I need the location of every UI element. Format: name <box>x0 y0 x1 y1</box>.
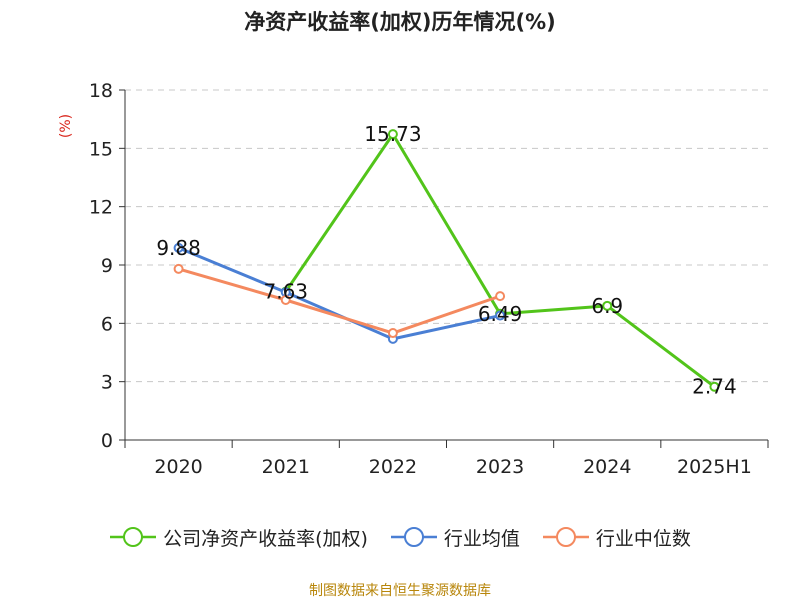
data-point <box>495 291 506 302</box>
x-tick-label: 2024 <box>583 456 631 478</box>
data-point <box>602 300 613 311</box>
data-label: 15.73 <box>364 122 421 146</box>
data-point <box>709 381 720 392</box>
y-tick-label: 9 <box>101 255 113 277</box>
data-label: 6.9 <box>591 294 623 318</box>
legend-swatch <box>390 527 437 547</box>
data-label: 2.74 <box>692 375 737 399</box>
legend-item-2: 行业中位数 <box>542 524 691 551</box>
y-tick-label: 3 <box>101 372 113 394</box>
data-labels: 7.63 15.73 6.49 6.9 2.74 9.88 <box>156 122 736 399</box>
data-point <box>280 295 291 305</box>
legend-swatch <box>110 527 157 547</box>
y-tick-label: 0 <box>101 430 113 452</box>
data-point <box>387 129 398 140</box>
data-point <box>495 310 506 321</box>
series-line-2 <box>178 267 501 335</box>
x-tick-label: 2025H1 <box>677 456 752 478</box>
chart-title: 净资产收益率(加权)历年情况(%) <box>244 10 556 34</box>
axes: 0 3 6 9 12 15 18 2020 2021 2022 2023 2024 2025H1 <box>89 80 769 478</box>
y-axis-title: (%) <box>58 114 74 138</box>
x-tick-label: 2022 <box>369 456 417 478</box>
data-point <box>173 263 184 274</box>
legend-item-1: 行业均值 <box>390 524 520 551</box>
source-note: 制图数据来自恒生聚源数据库 <box>309 583 491 599</box>
x-tick-label: 2023 <box>476 456 524 478</box>
data-label: 7.63 <box>263 280 308 304</box>
y-tick-label: 6 <box>101 313 113 335</box>
y-tick-label: 18 <box>89 80 113 102</box>
legend-swatch <box>542 527 589 547</box>
series-line-0 <box>284 132 716 388</box>
data-point <box>387 328 398 339</box>
legend-label: 公司净资产收益率(加权) <box>163 527 368 550</box>
data-label: 9.88 <box>156 236 201 260</box>
legend-label: 行业均值 <box>443 527 520 550</box>
legend-item-0: 公司净资产收益率(加权) <box>109 524 368 551</box>
x-tick-label: 2020 <box>154 456 202 478</box>
y-tick-label: 12 <box>89 197 113 219</box>
legend: 公司净资产收益率(加权) 行业均值 行业中位数 <box>0 521 800 553</box>
data-label: 6.49 <box>478 302 523 326</box>
y-tick-label: 15 <box>89 138 113 160</box>
x-tick-label: 2021 <box>262 456 310 478</box>
gridlines <box>125 89 768 383</box>
data-point <box>173 242 184 253</box>
legend-label: 行业中位数 <box>595 527 691 550</box>
series-line-1 <box>178 246 501 341</box>
series-lines <box>173 129 720 392</box>
